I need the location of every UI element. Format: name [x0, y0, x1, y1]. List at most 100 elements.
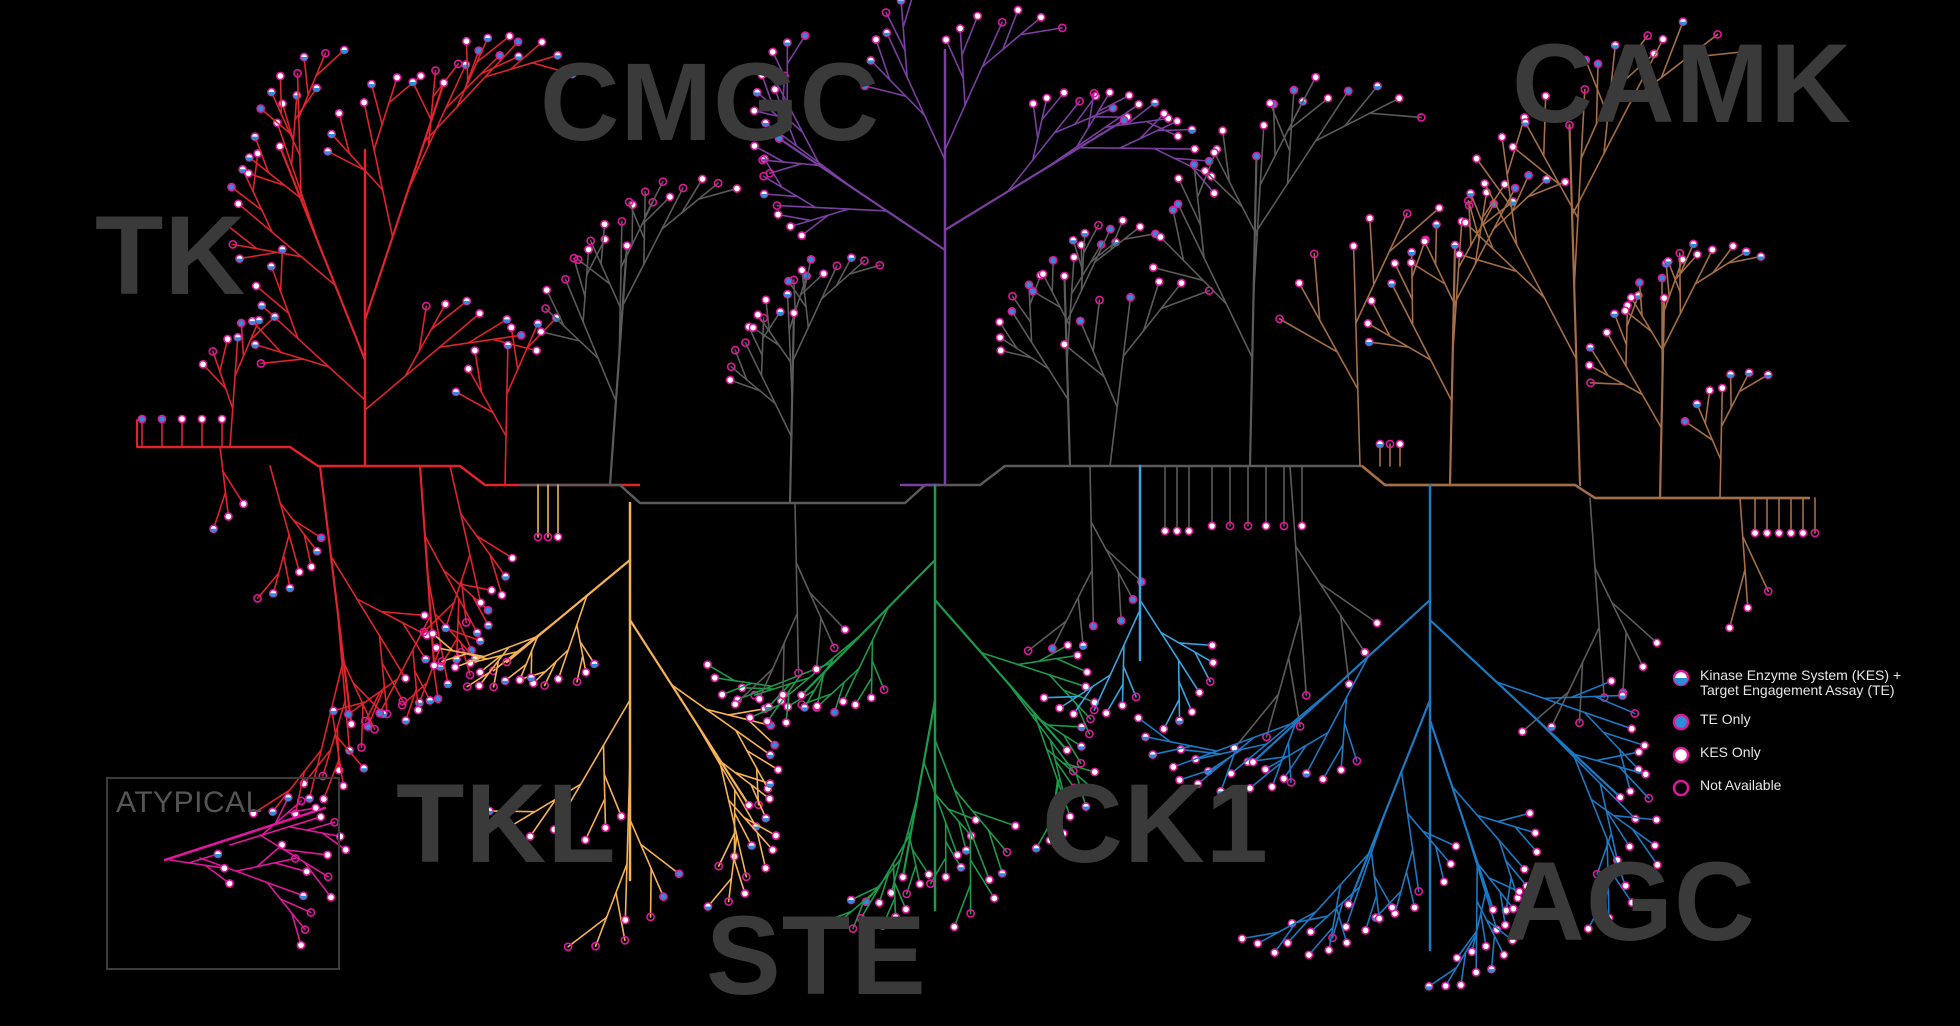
kinase-node [1013, 5, 1023, 15]
kinase-node [1451, 841, 1461, 851]
kinase-node [1174, 174, 1183, 183]
kinase-node [1028, 99, 1038, 109]
kinase-node [1675, 248, 1685, 258]
kinase-node [361, 716, 370, 726]
kinase-node [703, 660, 712, 670]
kinase-node [850, 700, 860, 710]
kinase-node [1118, 701, 1127, 710]
kinase-node [1750, 528, 1760, 538]
kinase-node [1177, 278, 1186, 288]
kinase-node [323, 872, 333, 882]
kinase-node [1627, 724, 1637, 734]
kinase-node [487, 585, 497, 595]
kinase-node [334, 108, 344, 118]
family-label-agc: AGC [1504, 839, 1756, 964]
kinase-node [1360, 647, 1370, 657]
kinase-node [1075, 316, 1085, 326]
kinase-node [1541, 91, 1551, 101]
kinase-node [1159, 109, 1169, 119]
kinase-node [1394, 93, 1404, 103]
kinase-node [1713, 30, 1722, 39]
kinase-node [1467, 947, 1477, 957]
kinase-node [765, 168, 775, 178]
kinase-node [515, 675, 525, 685]
kinase-node [1643, 31, 1653, 40]
kinase-node [984, 875, 994, 885]
kinase-node [251, 281, 261, 291]
kinase-node [1311, 72, 1321, 82]
kinase-node [505, 31, 514, 41]
kinase-node [714, 861, 724, 871]
kinase-node [323, 850, 332, 860]
kinase-node [553, 674, 563, 684]
kinase-node [256, 359, 266, 368]
kinase-node [1243, 521, 1253, 531]
kinase-node [420, 610, 430, 620]
kinase-node [750, 141, 759, 151]
kinase-node [995, 333, 1005, 342]
kinase-node [1650, 841, 1660, 850]
kinase-node [730, 699, 740, 709]
kinase-node [1106, 224, 1115, 234]
kinase-node [1124, 91, 1134, 100]
kinase-node [1160, 526, 1170, 536]
kinase-node [256, 104, 266, 113]
kinase-node [758, 155, 767, 165]
kinase-node [1063, 640, 1073, 650]
kinase-node [464, 364, 473, 374]
kinase-node [1406, 258, 1416, 268]
kinase-node [1085, 729, 1094, 739]
kinase-node [659, 892, 668, 902]
kinase-node [640, 187, 650, 197]
kinase-node [586, 236, 596, 246]
kinase-node [1200, 166, 1210, 176]
kinase-node [1434, 203, 1444, 213]
kinase-node [748, 323, 758, 333]
kinase-node [1270, 948, 1280, 958]
kinase-node [1069, 252, 1079, 262]
kinase-node [759, 99, 769, 109]
family-branch-tk [136, 31, 577, 819]
kinase-node [1190, 144, 1200, 154]
kinase-node [832, 919, 842, 929]
kinase-node [774, 134, 784, 143]
kinase-node [1725, 623, 1734, 633]
kinase-node [1763, 586, 1773, 596]
kinase-node [439, 78, 449, 88]
kinase-node [1076, 758, 1086, 768]
kinase-node [840, 625, 850, 635]
kinase-node [1592, 869, 1602, 879]
kinase-node [197, 414, 207, 424]
kinase-node [295, 567, 304, 577]
kinase-node [878, 921, 888, 930]
kinase-node [1762, 528, 1772, 538]
kinase-node [1295, 721, 1305, 731]
empty-circle-icon [1672, 779, 1690, 797]
kinase-node [1343, 86, 1353, 96]
kinase-node [1168, 762, 1178, 772]
kinase-node [1101, 708, 1111, 718]
kinase-node [1336, 765, 1346, 775]
kinase-node [622, 241, 632, 251]
kinase-node [1036, 12, 1046, 22]
kinase-node [1089, 705, 1099, 715]
kinase-node [1062, 745, 1072, 755]
kinase-node [713, 178, 723, 188]
kinase-node [1410, 903, 1420, 912]
kinase-node [1532, 847, 1542, 857]
kinase-node [1705, 386, 1715, 395]
kinase-node [1187, 707, 1197, 717]
kinase-node [726, 362, 736, 372]
kinase-node [591, 941, 600, 951]
kinase-node [717, 690, 727, 700]
kinase-node [761, 863, 771, 873]
kinase-node [1172, 116, 1182, 126]
kinase-node [786, 222, 795, 231]
kinase-node [419, 627, 429, 637]
kinase-node [275, 141, 285, 151]
kinase-node [1245, 783, 1255, 793]
kinase-node [941, 872, 951, 882]
kinase-node [1011, 821, 1020, 831]
kinase-node [829, 643, 839, 653]
kinase-node [1304, 950, 1314, 960]
